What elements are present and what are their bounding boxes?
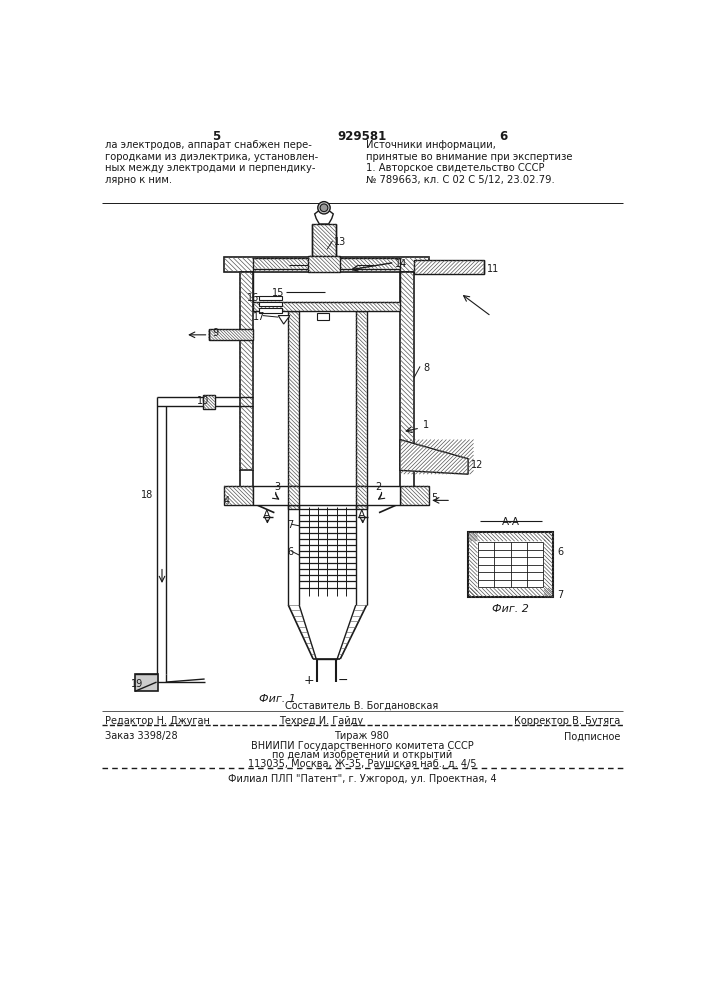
Text: Редактор Н. Джуган: Редактор Н. Джуган	[105, 716, 210, 726]
Text: А-А: А-А	[502, 517, 520, 527]
Text: 6: 6	[499, 130, 507, 143]
Bar	[253, 486, 400, 505]
Text: Фиг. 1: Фиг. 1	[259, 694, 296, 704]
Text: Корректор В. Бутяга: Корректор В. Бутяга	[514, 716, 620, 726]
Text: 7: 7	[557, 590, 563, 600]
Text: Фиг. 2: Фиг. 2	[492, 604, 529, 614]
Text: 929581: 929581	[337, 130, 387, 143]
Text: Источники информации,
принятые во внимание при экспертизе
1. Авторское свидетель: Источники информации, принятые во вниман…	[366, 140, 573, 185]
Bar	[544, 532, 554, 597]
Text: ла электродов, аппарат снабжен пере-
городками из диэлектрика, установлен-
ных м: ла электродов, аппарат снабжен пере- гор…	[105, 140, 319, 185]
Text: 17: 17	[252, 312, 265, 322]
Text: ВНИИПИ Государственного комитета СССР: ВНИИПИ Государственного комитета СССР	[250, 741, 473, 751]
Text: 9: 9	[212, 328, 218, 338]
Bar	[468, 532, 554, 597]
Text: Заказ 3398/28: Заказ 3398/28	[105, 731, 178, 741]
Bar	[259, 302, 282, 306]
Bar	[312, 224, 337, 259]
Text: +: +	[304, 674, 315, 687]
Bar	[356, 486, 367, 505]
Bar	[224, 257, 429, 272]
Bar	[400, 272, 414, 470]
Bar	[468, 532, 477, 597]
Text: 11: 11	[486, 264, 499, 274]
Bar	[288, 311, 299, 509]
Text: 18: 18	[141, 490, 153, 500]
Bar	[288, 486, 299, 505]
Text: Техред И. Гайду: Техред И. Гайду	[279, 716, 363, 726]
Text: 12: 12	[472, 460, 484, 470]
Bar	[240, 272, 253, 470]
Text: 6: 6	[557, 547, 563, 557]
Bar	[135, 674, 158, 691]
Text: 15: 15	[272, 288, 284, 298]
Bar	[259, 296, 282, 300]
Text: 5: 5	[212, 130, 221, 143]
Text: 3: 3	[274, 482, 281, 492]
Bar	[356, 311, 367, 509]
Bar	[356, 311, 367, 509]
Bar	[253, 302, 400, 311]
Text: 4: 4	[224, 496, 230, 506]
Bar	[288, 311, 299, 509]
Text: 1: 1	[423, 420, 429, 430]
Text: Филиал ПЛП "Патент", г. Ужгород, ул. Проектная, 4: Филиал ПЛП "Патент", г. Ужгород, ул. Про…	[228, 774, 496, 784]
Bar	[224, 486, 253, 505]
Bar	[224, 486, 253, 505]
Bar	[400, 440, 474, 474]
Text: по делам изобретений и открытий: по делам изобретений и открытий	[271, 750, 452, 760]
Text: Подписное: Подписное	[563, 731, 620, 741]
Bar	[414, 260, 484, 274]
Text: Составитель В. Богдановская: Составитель В. Богдановская	[286, 701, 438, 711]
Text: 113035, Москва, Ж-35, Раушская наб., д. 4/5: 113035, Москва, Ж-35, Раушская наб., д. …	[247, 759, 477, 769]
Bar	[203, 395, 215, 409]
Polygon shape	[315, 211, 333, 224]
Text: 5: 5	[431, 493, 437, 503]
Text: 10: 10	[197, 396, 209, 406]
Text: А: А	[263, 510, 270, 520]
Bar	[209, 329, 253, 340]
Bar	[468, 532, 554, 541]
Bar	[317, 312, 329, 320]
Text: 16: 16	[247, 293, 259, 303]
Text: 8: 8	[423, 363, 429, 373]
Text: Тираж 980: Тираж 980	[334, 731, 390, 741]
Bar	[308, 256, 340, 272]
Bar	[468, 588, 554, 597]
Bar	[209, 329, 253, 340]
Text: 2: 2	[375, 482, 381, 492]
Text: 13: 13	[334, 237, 346, 247]
Text: 7: 7	[288, 520, 294, 530]
Text: −: −	[337, 674, 348, 687]
Polygon shape	[279, 316, 290, 324]
Bar	[312, 224, 337, 259]
Bar	[240, 272, 253, 470]
Polygon shape	[400, 440, 468, 474]
Bar	[414, 260, 484, 274]
Bar	[400, 486, 429, 505]
Text: 6: 6	[288, 547, 293, 557]
Circle shape	[320, 204, 328, 212]
Text: А: А	[358, 510, 366, 520]
Bar	[308, 256, 340, 272]
Bar	[253, 258, 400, 269]
Text: 19: 19	[131, 679, 144, 689]
Circle shape	[317, 202, 330, 214]
Bar	[400, 272, 414, 470]
Bar	[253, 258, 400, 269]
Bar	[288, 486, 299, 505]
Bar	[203, 395, 215, 409]
Bar	[400, 486, 429, 505]
Bar	[356, 486, 367, 505]
Bar	[259, 308, 282, 312]
Text: 14: 14	[395, 259, 407, 269]
Bar	[224, 257, 429, 272]
Bar	[253, 302, 400, 311]
